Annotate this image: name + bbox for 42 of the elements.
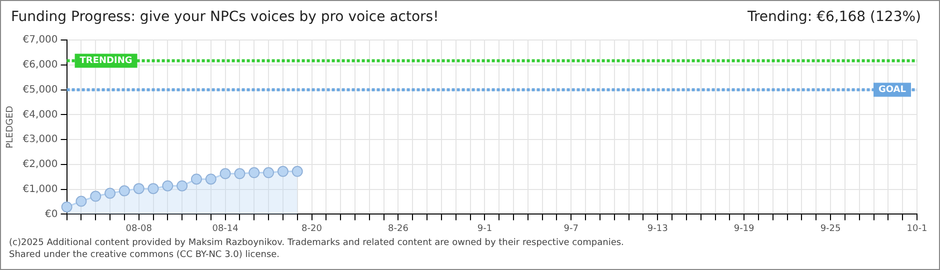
point xyxy=(190,174,202,185)
x-tick-label: 9-7 xyxy=(564,224,579,234)
x-tick-label: 9-13 xyxy=(647,224,668,234)
point xyxy=(162,180,174,192)
point xyxy=(263,167,274,178)
point xyxy=(104,188,116,199)
point xyxy=(205,174,216,185)
point xyxy=(292,166,303,177)
x-tick-label: 08-08 xyxy=(126,224,152,234)
point xyxy=(248,167,260,178)
point xyxy=(90,190,102,202)
text: Shared under the creative commons (CC BY-NC 3.0) license. xyxy=(9,249,281,261)
point xyxy=(277,166,288,177)
text: (c)2025 Additional content provided by Maksim Razboynikov. Trademarks and related content are owned by their respective companies. xyxy=(9,237,625,249)
chart-title: Funding Progress: give your NPCs voices by pro voice actors! xyxy=(11,9,439,27)
x-tick-label: 8-26 xyxy=(388,224,409,234)
ref-line-label: TRENDING xyxy=(80,56,132,66)
point xyxy=(234,168,246,180)
point xyxy=(61,201,72,212)
x-tick-label: 9-1 xyxy=(477,224,492,234)
point xyxy=(148,183,159,194)
x-tick-label: 8-20 xyxy=(302,224,322,234)
point xyxy=(76,196,87,207)
x-tick-label: 9-19 xyxy=(734,224,755,234)
chart-subtitle: Trending: €6,168 (123%) xyxy=(747,9,921,27)
point xyxy=(176,180,188,192)
x-tick-label: 08-14 xyxy=(212,224,239,234)
y-tick-label: €0 xyxy=(45,208,58,220)
x-tick-label: 10-1 xyxy=(906,224,928,234)
ref-line-label: GOAL xyxy=(878,85,906,96)
y-axis-title: PLEDGED xyxy=(6,106,16,148)
point xyxy=(220,168,231,180)
y-tick-label: €2,000 xyxy=(22,159,58,170)
y-tick-label: €1,000 xyxy=(22,184,58,195)
y-tick-label: €5,000 xyxy=(22,84,58,96)
point xyxy=(133,183,144,194)
y-tick-label: €3,000 xyxy=(22,134,58,146)
point xyxy=(118,185,130,196)
y-tick-label: €6,000 xyxy=(22,59,58,70)
y-tick-label: €4,000 xyxy=(22,109,58,120)
x-tick-label: 9-25 xyxy=(820,224,841,234)
y-tick-label: €7,000 xyxy=(22,34,58,46)
